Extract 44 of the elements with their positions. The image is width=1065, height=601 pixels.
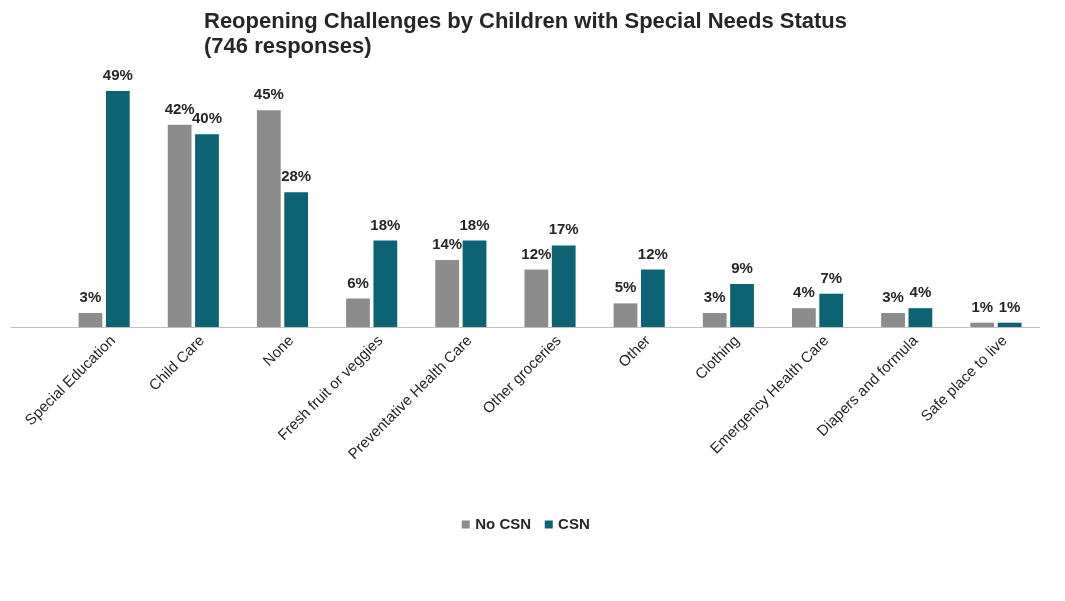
data-label: 4% bbox=[793, 283, 815, 301]
data-label: 5% bbox=[614, 278, 637, 296]
data-label: 45% bbox=[253, 85, 284, 103]
bar bbox=[551, 245, 576, 328]
bar bbox=[730, 284, 754, 328]
data-label: 42% bbox=[164, 99, 195, 117]
bar bbox=[908, 308, 933, 328]
data-label: 3% bbox=[703, 288, 726, 306]
data-label: 17% bbox=[548, 220, 579, 238]
data-label: 4% bbox=[909, 283, 932, 301]
data-label: 1% bbox=[998, 297, 1021, 315]
bar bbox=[702, 313, 727, 328]
data-label: 7% bbox=[820, 268, 843, 286]
data-label: 3% bbox=[79, 288, 102, 306]
bar bbox=[462, 240, 487, 328]
bar bbox=[524, 269, 549, 328]
data-label: 3% bbox=[882, 288, 904, 306]
bar bbox=[167, 124, 192, 328]
bar bbox=[346, 298, 370, 328]
bar bbox=[791, 308, 816, 328]
data-label: 49% bbox=[102, 65, 133, 83]
bar bbox=[613, 303, 638, 328]
data-label: 18% bbox=[370, 215, 401, 233]
bar bbox=[284, 192, 309, 328]
bar bbox=[195, 134, 219, 328]
bar bbox=[105, 90, 130, 328]
data-label: 12% bbox=[637, 244, 668, 262]
data-label: 28% bbox=[281, 167, 312, 185]
data-label: 14% bbox=[432, 234, 463, 252]
chart-title: Reopening Challenges by Children with Special Needs Status (746 responses) bbox=[203, 7, 848, 58]
bar bbox=[78, 313, 103, 328]
bar bbox=[373, 240, 398, 328]
bar bbox=[881, 313, 905, 328]
legend-label: CSN bbox=[558, 515, 590, 532]
bar bbox=[256, 110, 281, 328]
bar bbox=[435, 259, 460, 328]
data-label: 18% bbox=[459, 215, 490, 233]
data-label: 6% bbox=[347, 273, 369, 291]
bar bbox=[819, 293, 844, 328]
bar bbox=[640, 269, 665, 328]
data-label: 9% bbox=[731, 259, 753, 277]
data-label: 1% bbox=[971, 297, 994, 315]
legend-label: No CSN bbox=[475, 515, 532, 532]
data-label: 12% bbox=[521, 244, 552, 262]
